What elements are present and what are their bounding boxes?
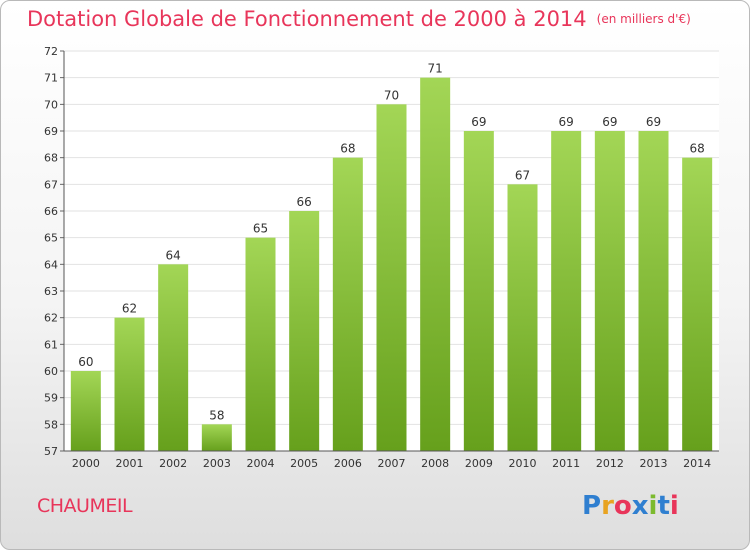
commune-name: CHAUMEIL [37,495,133,517]
x-tick-label: 2009 [465,457,493,470]
x-tick-label: 2014 [683,457,711,470]
x-tick-label: 2002 [159,457,187,470]
y-tick-label: 61 [44,338,58,351]
bar [638,131,669,451]
logo-letter: i [669,491,679,521]
bar-value-label: 69 [559,115,574,129]
x-tick-label: 2013 [640,457,668,470]
bar [507,184,538,452]
bar-value-label: 65 [253,222,268,236]
bar [245,237,276,451]
y-tick-label: 57 [44,445,58,458]
bar-value-label: 66 [297,195,312,209]
bar [551,131,582,451]
y-tick-label: 65 [44,232,58,245]
x-tick-label: 2001 [116,457,144,470]
proxiti-logo: Proxiti [582,491,679,521]
x-tick-label: 2011 [552,457,580,470]
x-tick-label: 2007 [378,457,406,470]
bar-value-label: 70 [384,88,399,102]
y-tick-label: 71 [44,72,58,85]
bar [376,104,407,451]
bar [201,424,232,451]
logo-letter: r [601,491,614,521]
chart-title: Dotation Globale de Fonctionnement de 20… [27,7,691,31]
y-tick-label: 69 [44,125,58,138]
logo-letter: x [631,491,649,521]
y-tick-label: 64 [44,258,58,271]
bar [114,317,145,451]
logo-letter: i [648,491,658,521]
x-tick-label: 2003 [203,457,231,470]
logo-letter: t [657,491,670,521]
y-tick-label: 67 [44,178,58,191]
bar [420,77,451,452]
bar-value-label: 69 [602,115,617,129]
y-tick-label: 63 [44,285,58,298]
y-tick-label: 60 [44,365,58,378]
x-tick-label: 2004 [247,457,275,470]
y-tick-label: 59 [44,392,58,405]
bar-value-label: 69 [646,115,661,129]
bar-value-label: 71 [428,62,443,76]
bar-value-label: 62 [122,302,137,316]
bar [682,157,713,451]
y-tick-label: 70 [44,98,58,111]
bar-value-label: 60 [78,355,93,369]
y-tick-label: 68 [44,152,58,165]
bar-value-label: 67 [515,168,530,182]
x-tick-label: 2000 [72,457,100,470]
bar [158,264,189,451]
logo-letter: P [582,491,602,521]
bar-value-label: 58 [209,408,224,422]
x-tick-label: 2012 [596,457,624,470]
y-tick-label: 62 [44,312,58,325]
unit-note: (en milliers d'€) [596,12,691,26]
y-tick-label: 58 [44,418,58,431]
bar-value-label: 69 [471,115,486,129]
y-tick-label: 66 [44,205,58,218]
x-tick-label: 2008 [421,457,449,470]
bar [594,131,625,451]
x-tick-label: 2006 [334,457,362,470]
bar [289,211,320,451]
bar [70,371,101,451]
bar-value-label: 64 [166,248,181,262]
bar-value-label: 68 [690,142,705,156]
bar [332,157,363,451]
logo-letter: o [613,491,632,521]
bar-value-label: 68 [340,142,355,156]
x-tick-label: 2005 [290,457,318,470]
bar [463,131,494,451]
x-tick-label: 2010 [509,457,537,470]
y-tick-label: 72 [44,45,58,58]
